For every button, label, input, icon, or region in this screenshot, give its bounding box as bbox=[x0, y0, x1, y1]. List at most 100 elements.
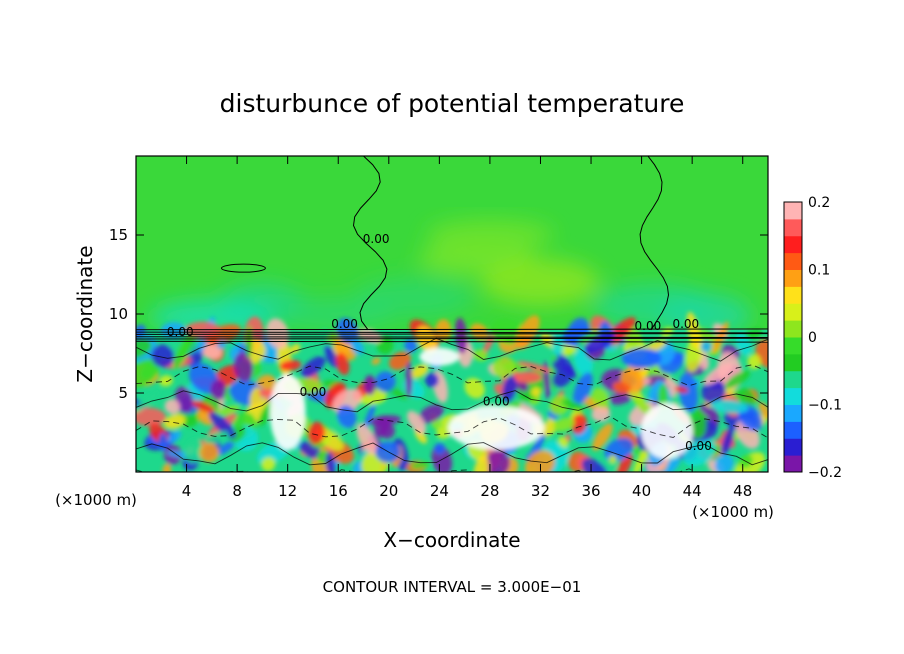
plot-area: 0.000.000.000.00 0.000.000.000.00 4 8 12 16 2… bbox=[109, 155, 769, 500]
lower-patch bbox=[323, 345, 339, 368]
lower-patch bbox=[552, 417, 575, 432]
colorbar-tick-label: −0.1 bbox=[808, 398, 842, 414]
upper-patch bbox=[280, 297, 396, 331]
lower-patch bbox=[454, 317, 468, 354]
contour-labels: 0.00 0.00 0.00 0.00 0.00 0.00 0.00 0.00 bbox=[167, 232, 712, 453]
lower-patch bbox=[233, 352, 254, 382]
lower-patch bbox=[721, 426, 735, 456]
lower-patch bbox=[616, 453, 633, 472]
lower-patch bbox=[473, 455, 490, 472]
colorbar-swatch bbox=[784, 269, 802, 287]
lower-layer-patches bbox=[136, 311, 768, 472]
lower-patch bbox=[204, 431, 229, 445]
lower-patch bbox=[517, 381, 529, 392]
x-tick-label: 48 bbox=[733, 482, 752, 500]
lower-patch bbox=[678, 372, 698, 413]
lower-structure bbox=[621, 348, 662, 369]
lower-patch bbox=[418, 404, 444, 424]
lower-patch bbox=[162, 463, 172, 472]
lower-patch bbox=[435, 319, 451, 341]
x-axis-ticks: 4 8 12 16 20 24 28 32 36 40 44 48 bbox=[182, 156, 752, 500]
contour-label: 0.00 bbox=[331, 317, 358, 331]
lower-patch bbox=[472, 349, 488, 362]
colorbar-swatch bbox=[784, 404, 802, 422]
x-tick-label: 16 bbox=[329, 482, 348, 500]
lower-patch bbox=[714, 454, 734, 472]
colorbar-swatch bbox=[784, 235, 802, 254]
x-tick-label: 44 bbox=[683, 482, 702, 500]
closed-contour bbox=[220, 263, 266, 273]
lower-structure bbox=[448, 405, 545, 450]
x-tick-label: 32 bbox=[531, 482, 550, 500]
contour-label: 0.00 bbox=[483, 395, 510, 409]
lower-patch bbox=[216, 339, 227, 349]
lower-patch bbox=[371, 357, 381, 365]
colorbar-swatch bbox=[784, 320, 802, 338]
lower-patch bbox=[405, 361, 413, 398]
lower-patch bbox=[703, 362, 734, 385]
zero-contour bbox=[639, 156, 670, 331]
lower-patch bbox=[612, 381, 631, 395]
lower-patch bbox=[674, 386, 689, 393]
lower-patch bbox=[686, 311, 701, 350]
lower-patch bbox=[373, 415, 390, 438]
lower-patch bbox=[335, 352, 350, 376]
zero-contour bbox=[352, 156, 388, 331]
x-tick-label: 12 bbox=[278, 482, 297, 500]
inversion-contour bbox=[136, 328, 768, 331]
lower-patch bbox=[159, 375, 173, 387]
lower-patch bbox=[151, 344, 175, 368]
colorbar-swatch bbox=[784, 455, 802, 473]
inversion-contour bbox=[136, 337, 768, 340]
lower-patch bbox=[433, 442, 446, 455]
lower-patch bbox=[404, 338, 417, 353]
lower-patch bbox=[573, 372, 593, 406]
lower-patch bbox=[592, 423, 613, 451]
lower-patch bbox=[671, 396, 680, 405]
contour-line bbox=[136, 442, 768, 466]
x-tick-label: 20 bbox=[379, 482, 398, 500]
lower-patch bbox=[425, 372, 439, 388]
contour-line bbox=[136, 364, 768, 387]
y-axis-ticks: 5 10 15 bbox=[109, 226, 768, 402]
heatmap-field bbox=[136, 156, 768, 472]
upper-layer-patches bbox=[149, 219, 752, 338]
lower-patch bbox=[689, 408, 707, 439]
upper-patch bbox=[481, 258, 600, 307]
lower-patch bbox=[570, 413, 587, 435]
lower-patch bbox=[558, 436, 569, 448]
lower-patch bbox=[561, 399, 585, 411]
lower-patch bbox=[300, 356, 326, 378]
lower-patch bbox=[140, 364, 157, 379]
colorbar-swatch bbox=[784, 202, 802, 220]
lower-patch bbox=[199, 442, 220, 463]
lower-patch bbox=[517, 361, 552, 373]
colorbar-swatch bbox=[784, 303, 802, 321]
lower-patch bbox=[407, 410, 427, 434]
lower-patch bbox=[356, 423, 378, 455]
colorbar-swatch bbox=[784, 218, 802, 237]
lower-patch bbox=[164, 399, 181, 414]
lower-patch bbox=[333, 338, 356, 361]
chart-title: disturbunce of potential temperature bbox=[220, 89, 685, 118]
lower-patch bbox=[530, 387, 541, 397]
colorbar-swatch bbox=[784, 337, 802, 355]
colorbar-swatch bbox=[784, 252, 802, 270]
lower-patch bbox=[701, 379, 726, 405]
lower-patch bbox=[163, 414, 186, 430]
inversion-contour bbox=[136, 336, 768, 338]
y-tick-label: 15 bbox=[109, 226, 128, 244]
x-tick-label: 8 bbox=[232, 482, 242, 500]
lower-patch bbox=[724, 370, 751, 389]
colorbar-swatch bbox=[784, 353, 802, 372]
colorbar-tick-label: 0 bbox=[808, 330, 817, 346]
lower-patch bbox=[173, 335, 192, 370]
lower-patch bbox=[184, 438, 203, 464]
colorbar-tick-label: −0.2 bbox=[808, 465, 842, 481]
lower-structure bbox=[640, 402, 693, 459]
lower-patch bbox=[552, 365, 574, 388]
lower-structure bbox=[210, 379, 227, 400]
lower-patch bbox=[682, 437, 716, 467]
lower-patch bbox=[350, 338, 364, 355]
